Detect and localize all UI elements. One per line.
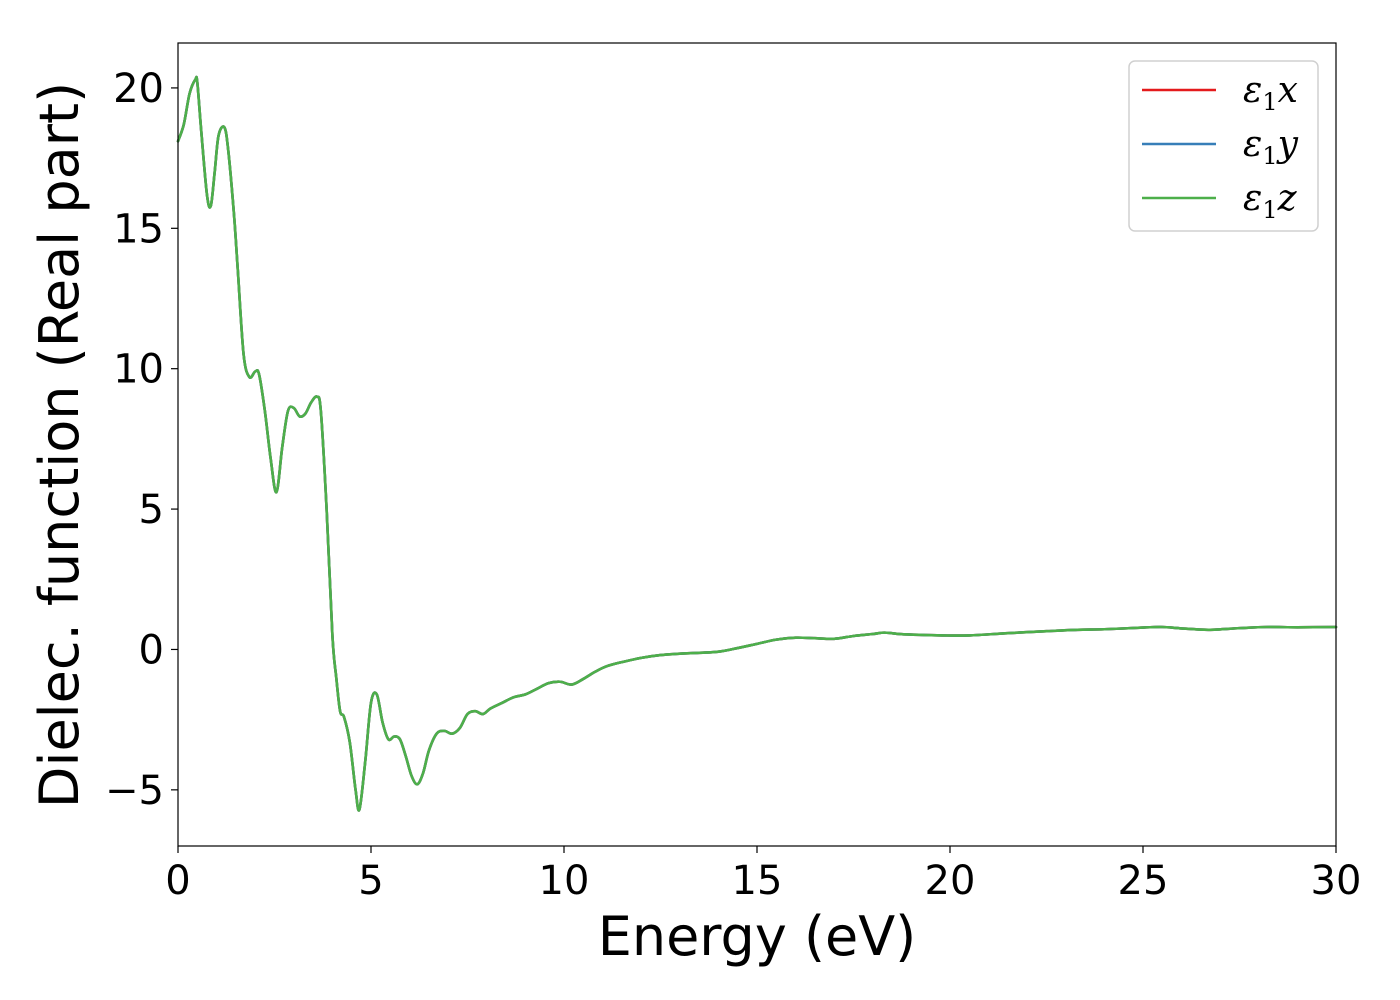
legend-label: ε1y	[1243, 124, 1299, 170]
y-axis-label: Dielec. function (Real part)	[28, 82, 91, 808]
x-tick-label: 5	[358, 858, 383, 904]
y-tick-label: 5	[139, 487, 164, 533]
x-axis-label: Energy (eV)	[598, 905, 917, 968]
x-tick-label: 0	[165, 858, 190, 904]
y-tick-label: 0	[139, 627, 164, 673]
legend-label: ε1z	[1243, 178, 1298, 224]
legend-label: ε1x	[1243, 70, 1298, 116]
y-tick-label: 15	[113, 206, 164, 252]
series-line-z	[176, 75, 1338, 812]
series-layer	[176, 75, 1338, 812]
x-axis-ticks: 0 5 10 15 20 25 30	[165, 846, 1361, 904]
x-tick-label: 15	[732, 858, 783, 904]
y-tick-label: 20	[113, 66, 164, 112]
x-tick-label: 30	[1311, 858, 1362, 904]
y-axis-ticks: −5 0 5 10 15 20	[105, 66, 178, 814]
x-tick-label: 10	[539, 858, 590, 904]
x-tick-label: 25	[1118, 858, 1169, 904]
legend-box	[1128, 60, 1319, 232]
x-tick-label: 20	[925, 858, 976, 904]
y-tick-label: 10	[113, 347, 164, 393]
y-tick-label: −5	[105, 768, 164, 814]
legend: ε1x ε1y ε1z	[1128, 60, 1319, 232]
